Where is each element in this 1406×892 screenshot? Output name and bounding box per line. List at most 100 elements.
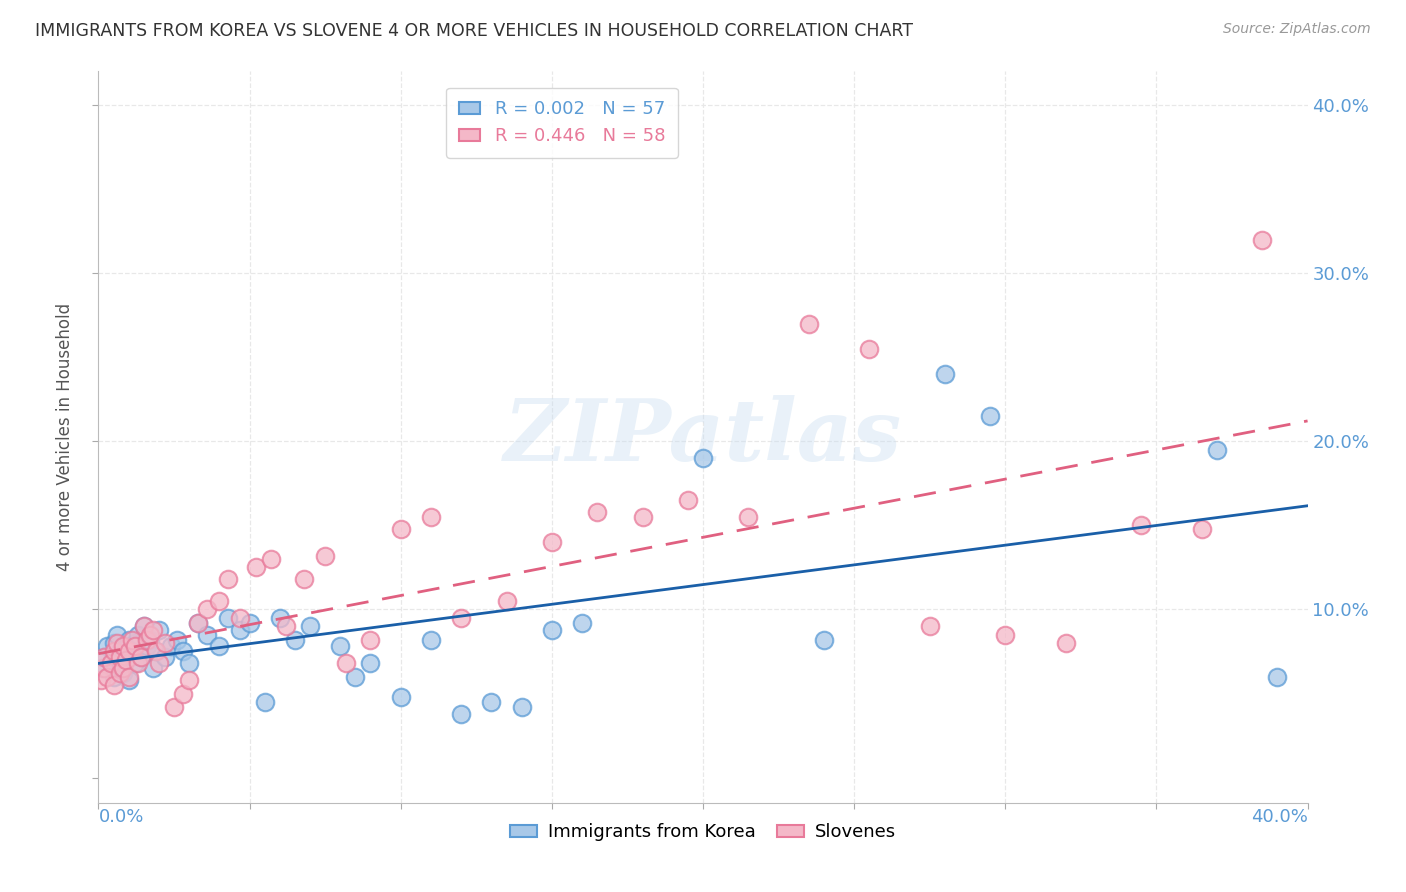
Point [389,522,412,536]
Point [245,560,267,574]
Y-axis label: 4 or more Vehicles in Household: 4 or more Vehicles in Household [56,303,75,571]
Point [314,549,336,563]
Point [90,661,112,675]
Point [105,627,128,641]
Point [132,619,155,633]
Point [495,594,517,608]
Point [360,657,382,671]
Point [108,644,131,658]
Point [172,686,194,700]
Point [153,649,176,664]
Point [129,649,152,664]
Point [127,627,149,641]
Point [111,640,134,654]
Point [103,636,125,650]
Text: 40.0%: 40.0% [1251,808,1308,826]
Point [450,706,472,721]
Point [797,317,820,331]
Point [142,661,165,675]
Point [100,657,122,671]
Point [93,649,115,664]
Point [111,649,134,664]
Point [100,657,122,671]
Point [148,623,170,637]
Point [163,700,186,714]
Point [145,644,167,658]
Point [103,644,125,658]
Point [93,661,115,675]
Point [420,510,443,524]
Point [420,632,443,647]
Point [631,510,654,524]
Point [260,552,283,566]
Point [450,611,472,625]
Point [292,572,315,586]
Point [217,572,239,586]
Point [124,640,146,654]
Point [111,661,134,675]
Point [274,619,297,633]
Point [96,670,118,684]
Point [1267,670,1289,684]
Point [114,653,136,667]
Point [160,640,183,654]
Point [142,623,165,637]
Point [105,653,128,667]
Point [118,632,141,647]
Point [108,661,131,675]
Point [135,632,157,647]
Legend: Immigrants from Korea, Slovenes: Immigrants from Korea, Slovenes [502,816,904,848]
Point [103,678,125,692]
Point [187,615,209,630]
Point [692,451,714,466]
Point [269,611,291,625]
Point [121,644,143,658]
Point [1191,522,1213,536]
Point [1054,636,1077,650]
Point [229,611,252,625]
Point [481,695,503,709]
Point [96,640,118,654]
Point [217,611,239,625]
Text: Source: ZipAtlas.com: Source: ZipAtlas.com [1223,22,1371,37]
Text: IMMIGRANTS FROM KOREA VS SLOVENE 4 OR MORE VEHICLES IN HOUSEHOLD CORRELATION CHA: IMMIGRANTS FROM KOREA VS SLOVENE 4 OR MO… [35,22,912,40]
Point [1251,233,1274,247]
Point [118,644,141,658]
Point [540,623,562,637]
Point [299,619,322,633]
Point [195,602,218,616]
Point [934,367,956,381]
Point [105,636,128,650]
Point [344,670,367,684]
Point [108,649,131,664]
Point [153,636,176,650]
Point [676,493,699,508]
Point [90,673,112,687]
Point [195,627,218,641]
Text: 0.0%: 0.0% [98,808,143,826]
Text: ZIPatlas: ZIPatlas [503,395,903,479]
Point [132,619,155,633]
Point [813,632,835,647]
Point [166,632,188,647]
Point [918,619,941,633]
Point [208,594,231,608]
Point [124,657,146,671]
Point [208,640,231,654]
Point [389,690,412,704]
Point [93,649,115,664]
Point [114,640,136,654]
Point [129,649,152,664]
Point [118,673,141,687]
Point [979,409,1001,423]
Point [1130,518,1153,533]
Point [994,627,1017,641]
Point [187,615,209,630]
Point [111,666,134,681]
Point [139,627,162,641]
Point [586,505,609,519]
Point [239,615,262,630]
Point [329,640,352,654]
Point [139,632,162,647]
Point [179,657,201,671]
